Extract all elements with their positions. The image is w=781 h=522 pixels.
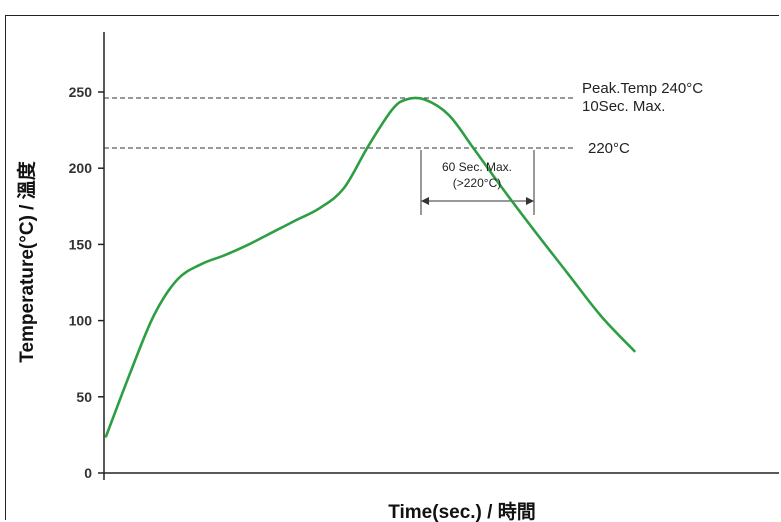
y-tick-label: 0 — [84, 465, 92, 481]
temperature-curve — [104, 96, 636, 438]
y-tick-label: 100 — [69, 313, 93, 329]
window-label-line1: 60 Sec. Max. — [442, 160, 512, 174]
window-label-line2: (>220°C) — [453, 176, 502, 190]
y-axis-title: Temperature(°C) / 溫度 — [15, 160, 38, 362]
peak-time-label: 10Sec. Max. — [582, 98, 665, 115]
y-ticks: 0 50 100 150 200 250 — [69, 84, 104, 481]
y-tick-label: 200 — [69, 160, 93, 176]
window-arrow-left-head — [421, 197, 429, 205]
y-tick-label: 150 — [69, 236, 93, 252]
y-tick-label: 50 — [76, 389, 92, 405]
window-arrow-right-head — [526, 197, 534, 205]
peak-temp-label: Peak.Temp 240°C — [582, 80, 703, 97]
x-axis-title: Time(sec.) / 時間 — [388, 501, 535, 522]
y-tick-label: 250 — [69, 84, 93, 100]
220-label: 220°C — [588, 140, 630, 157]
chart-frame — [5, 15, 779, 520]
